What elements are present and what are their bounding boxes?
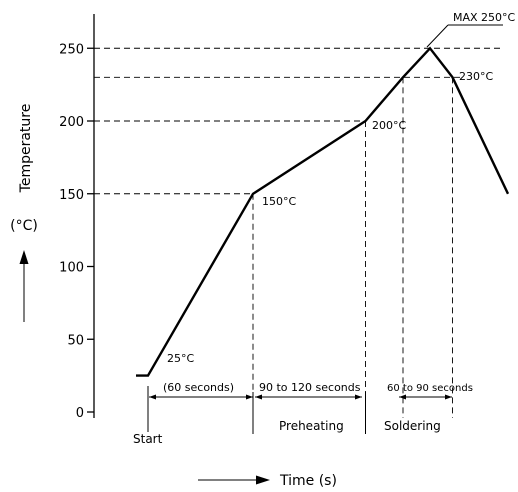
y-tick-label: 200 bbox=[59, 115, 84, 130]
max-temp-label: MAX 250°C bbox=[453, 11, 516, 24]
ramp-duration-label: (60 seconds) bbox=[163, 381, 234, 394]
phase-preheating-label: Preheating bbox=[279, 419, 344, 433]
start-temp-label: 25°C bbox=[167, 352, 194, 365]
x-axis-title: Time (s) bbox=[279, 473, 337, 489]
y-tick-label: 50 bbox=[67, 333, 84, 348]
dashed-guides bbox=[94, 47, 501, 434]
temperature-profile-line bbox=[136, 46, 510, 377]
preheat-end-temp-label: 200°C bbox=[372, 119, 406, 132]
y-tick-label: 250 bbox=[59, 42, 84, 57]
preheat-duration-label: 90 to 120 seconds bbox=[259, 381, 361, 394]
solder-duration-label: 60 to 90 seconds bbox=[387, 383, 473, 394]
y-axis-title: Temperature bbox=[18, 104, 34, 194]
y-tick-label: 150 bbox=[59, 188, 84, 203]
phase-soldering-label: Soldering bbox=[384, 419, 441, 433]
max-temp-leader bbox=[426, 24, 503, 48]
x-axis-right-arrow bbox=[198, 475, 270, 485]
duration-markers bbox=[149, 394, 452, 400]
y-axis: 0 50 100 150 200 250 bbox=[59, 14, 95, 421]
y-axis-up-arrow bbox=[19, 250, 29, 322]
solder-end-temp-label: 230°C bbox=[459, 70, 493, 83]
phase-start-label: Start bbox=[133, 432, 163, 446]
preheat-start-temp-label: 150°C bbox=[262, 195, 296, 208]
y-axis-unit: (°C) bbox=[10, 218, 38, 234]
y-tick-label: 100 bbox=[59, 261, 84, 276]
y-tick-label: 0 bbox=[76, 406, 84, 421]
